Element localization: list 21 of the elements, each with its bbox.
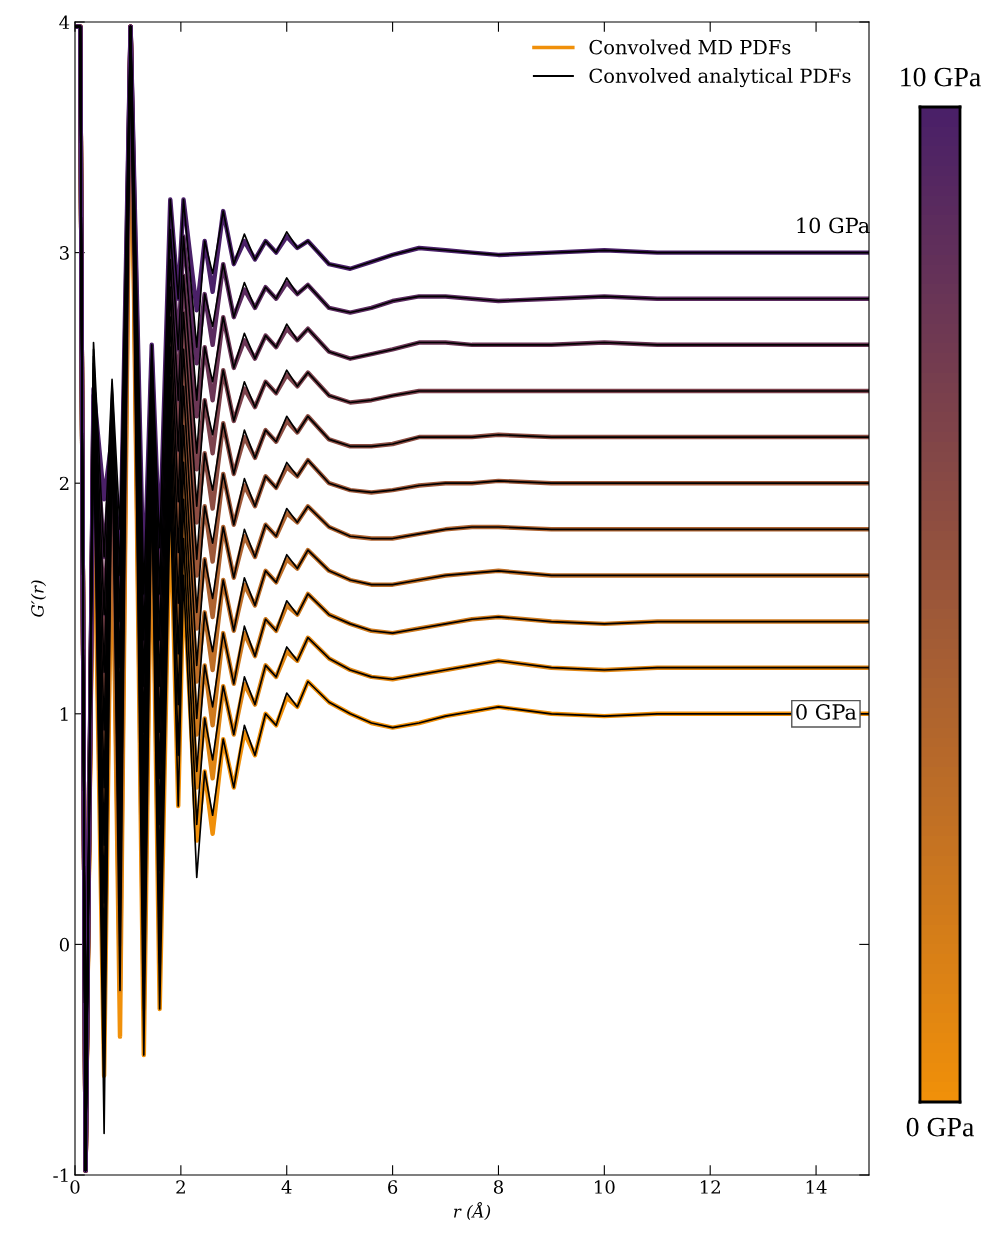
x-axis-title: r (Å) [454, 1202, 491, 1221]
x-tick-label: 10 [595, 1180, 615, 1194]
y-tick-label: 2 [59, 476, 69, 491]
x-tick-label: 14 [806, 1180, 827, 1194]
x-tick-label: 8 [493, 1180, 503, 1194]
x-tick-label: 4 [281, 1180, 292, 1194]
text: 0 GPa [906, 1117, 974, 1137]
legend-label: Convolved analytical PDFs [589, 68, 851, 88]
y-axis-title: G′(r) [30, 580, 47, 617]
text: 10 GPa [901, 67, 981, 87]
y-tick-label: 0 [59, 937, 69, 952]
y-tick-label: 4 [59, 15, 70, 29]
y-tick-label: -1 [53, 1168, 68, 1182]
annotation: 0 GPa [796, 704, 857, 720]
y-tick-label: 3 [60, 246, 69, 260]
x-tick-label: 6 [388, 1180, 398, 1194]
x-tick-label: 0 [70, 1180, 80, 1194]
y-tick-label: 1 [60, 707, 68, 721]
legend-label: Convolved MD PDFs [589, 39, 791, 55]
x-tick-label: 2 [176, 1180, 185, 1194]
x-tick-label: 12 [700, 1180, 720, 1194]
